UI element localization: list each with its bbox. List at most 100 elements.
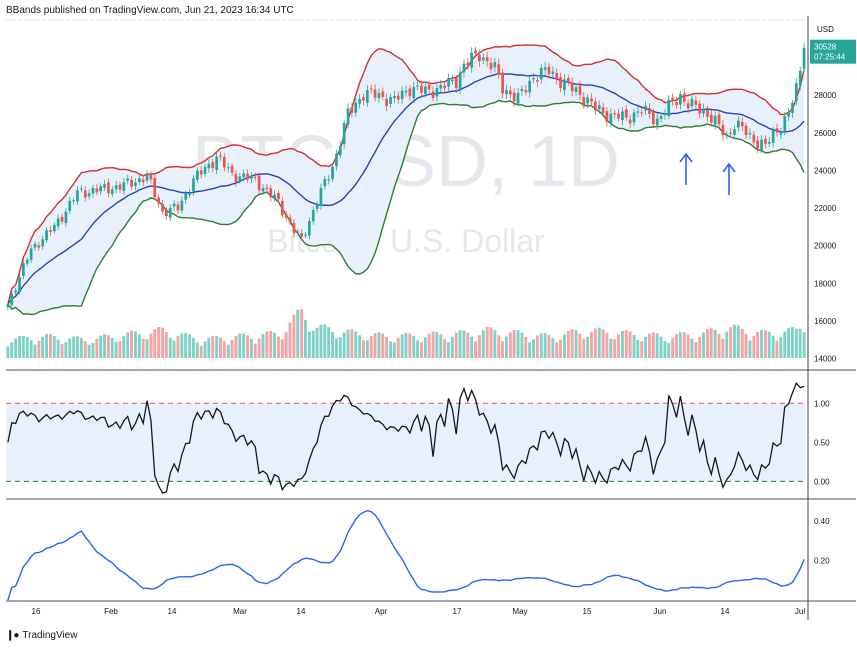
candle-body bbox=[238, 176, 242, 181]
volume-bar bbox=[551, 338, 555, 358]
candle-body bbox=[87, 193, 91, 197]
volume-bar bbox=[794, 328, 798, 358]
volume-bar bbox=[226, 344, 230, 358]
candle bbox=[779, 128, 783, 139]
volume-bar bbox=[512, 330, 516, 358]
volume-bar bbox=[87, 344, 91, 358]
candle-body bbox=[122, 182, 126, 192]
candle bbox=[570, 77, 574, 97]
time-tick-label: 14 bbox=[721, 607, 730, 616]
candle bbox=[308, 217, 311, 240]
candle bbox=[118, 181, 122, 194]
candles bbox=[6, 42, 806, 311]
candle-body bbox=[686, 103, 690, 109]
candle bbox=[319, 183, 323, 211]
candle-body bbox=[288, 217, 292, 223]
candle-body bbox=[246, 173, 249, 180]
candle-body bbox=[485, 57, 489, 62]
candle-body bbox=[667, 99, 671, 116]
volume-bar bbox=[582, 338, 586, 358]
candle-body bbox=[559, 77, 562, 89]
volume-bar bbox=[300, 309, 304, 358]
volume-bar bbox=[161, 327, 164, 358]
candle bbox=[366, 84, 369, 107]
basis-line bbox=[7, 72, 805, 305]
volume-bar bbox=[354, 331, 358, 358]
candle-body bbox=[49, 230, 52, 232]
candle-body bbox=[663, 114, 667, 116]
volume-bar bbox=[706, 329, 709, 358]
volume-bar bbox=[752, 336, 756, 358]
volume-bar bbox=[249, 338, 253, 358]
candle-body bbox=[33, 243, 37, 248]
candle-body bbox=[130, 180, 133, 187]
volume-bar bbox=[41, 336, 45, 358]
candle-body bbox=[211, 162, 215, 169]
volume-bar bbox=[733, 324, 736, 358]
volume-bar bbox=[760, 329, 763, 358]
volume-bar bbox=[103, 334, 106, 358]
time-tick-label: 15 bbox=[583, 607, 592, 616]
candle-body bbox=[165, 210, 168, 217]
candle-body bbox=[721, 125, 725, 136]
candle-body bbox=[134, 182, 137, 186]
volume-bar bbox=[389, 341, 392, 358]
time-axis: 16 Feb 14 Mar 14 Apr 17 May 15 Jun 14 Jul bbox=[32, 607, 806, 616]
candle bbox=[563, 74, 566, 96]
volume-bar bbox=[149, 333, 153, 358]
candle bbox=[304, 231, 307, 239]
candle-body bbox=[327, 179, 331, 181]
candle-body bbox=[408, 88, 412, 97]
volume-bar bbox=[134, 331, 137, 358]
candle bbox=[180, 196, 184, 214]
candle bbox=[547, 62, 551, 80]
volume-bar bbox=[238, 333, 242, 358]
candle bbox=[539, 63, 543, 84]
volume-bar bbox=[725, 331, 729, 358]
volume-bar bbox=[164, 332, 168, 358]
volume-bar bbox=[385, 336, 389, 358]
candle bbox=[215, 152, 218, 175]
candle-body bbox=[358, 99, 361, 104]
volume-bar bbox=[280, 339, 284, 358]
volume-bar bbox=[617, 334, 620, 358]
candle bbox=[10, 290, 14, 307]
volume-bar bbox=[485, 326, 489, 358]
candle-body bbox=[72, 200, 75, 202]
candle-body bbox=[281, 200, 284, 216]
candle-body bbox=[659, 116, 663, 119]
candle bbox=[269, 184, 273, 202]
candle-body bbox=[744, 125, 748, 136]
volume-bar bbox=[501, 341, 504, 358]
candle-body bbox=[277, 193, 280, 200]
candle bbox=[18, 274, 21, 295]
volume-bar bbox=[33, 344, 37, 358]
candle bbox=[300, 229, 303, 241]
candle bbox=[717, 110, 721, 128]
tradingview-footer[interactable]: ❙● TradingView bbox=[6, 630, 77, 641]
volume-bar bbox=[597, 327, 601, 358]
candle-body bbox=[551, 71, 555, 74]
volume-bar bbox=[802, 332, 806, 358]
candle bbox=[760, 135, 763, 154]
volume-bar bbox=[454, 332, 458, 358]
candle bbox=[443, 80, 446, 94]
candle bbox=[609, 108, 613, 127]
volume-bar bbox=[180, 333, 184, 358]
candle-body bbox=[350, 107, 354, 113]
candle bbox=[725, 131, 729, 140]
volume-bar bbox=[288, 322, 292, 358]
volume-bar bbox=[95, 338, 99, 358]
candle-body bbox=[315, 204, 319, 209]
percent-b-tick-label: 0.00 bbox=[814, 477, 830, 486]
volume-bar bbox=[392, 342, 396, 358]
volume-bar bbox=[443, 338, 447, 358]
candle-body bbox=[516, 92, 520, 104]
candle bbox=[420, 80, 423, 98]
candle bbox=[134, 178, 137, 191]
volume-bar bbox=[188, 334, 191, 358]
candle-body bbox=[180, 200, 184, 211]
candle bbox=[261, 184, 265, 196]
candle-body bbox=[188, 193, 191, 195]
